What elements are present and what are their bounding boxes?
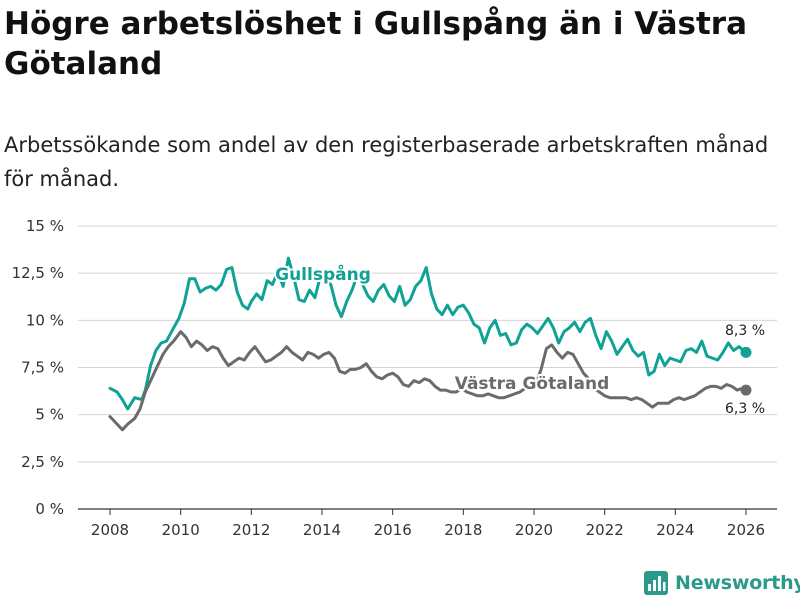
series-label-vastra-gotaland: Västra Götaland	[455, 374, 610, 394]
x-tick-label: 2016	[374, 521, 412, 539]
y-tick-label: 7,5 %	[21, 359, 64, 377]
x-tick-label: 2020	[515, 521, 553, 539]
end-marker-vastra-gotaland	[740, 384, 752, 396]
chart-title: Högre arbetslöshet i Gullspång än i Väst…	[4, 6, 748, 82]
y-tick-label: 2,5 %	[21, 453, 64, 471]
gridlines	[78, 225, 777, 463]
x-tick-label: 2018	[444, 521, 482, 539]
newsworthy-brand[interactable]: Newsworthy	[643, 568, 800, 598]
x-tick-label: 2008	[91, 521, 129, 539]
y-tick-label: 5 %	[35, 406, 64, 424]
y-tick-label: 10 %	[26, 311, 64, 329]
newsworthy-logo-icon	[644, 571, 668, 595]
brand-name: Newsworthy	[675, 572, 800, 594]
series-line-vastra-gotaland	[108, 330, 748, 432]
y-tick-label: 12,5 %	[12, 264, 64, 282]
x-tick-label: 2010	[162, 521, 200, 539]
y-tick-label: 15 %	[26, 217, 64, 235]
x-axis-ticks: 2008 2010 2012 2014 2016 2018 2020 2022 2024 2026	[91, 509, 765, 539]
x-tick-label: 2014	[303, 521, 341, 539]
series-end-markers	[740, 346, 752, 396]
x-tick-label: 2024	[656, 521, 694, 539]
end-marker-gullspang	[740, 346, 752, 358]
series-lines	[108, 256, 748, 432]
series-line-gullspang	[108, 256, 748, 411]
x-tick-label: 2026	[727, 521, 765, 539]
chart-subtitle: Arbetssökande som andel av den registerb…	[4, 133, 769, 191]
y-axis-ticks: 0 % 2,5 % 5 % 7,5 % 10 % 12,5 % 15 %	[12, 217, 64, 518]
x-tick-label: 2012	[232, 521, 270, 539]
x-tick-label: 2022	[586, 521, 624, 539]
end-label-vastra-gotaland: 6,3 %	[725, 401, 765, 417]
y-tick-label: 0 %	[35, 500, 64, 518]
end-label-gullspang: 8,3 %	[725, 323, 765, 339]
series-label-gullspang: Gullspång	[275, 263, 371, 285]
